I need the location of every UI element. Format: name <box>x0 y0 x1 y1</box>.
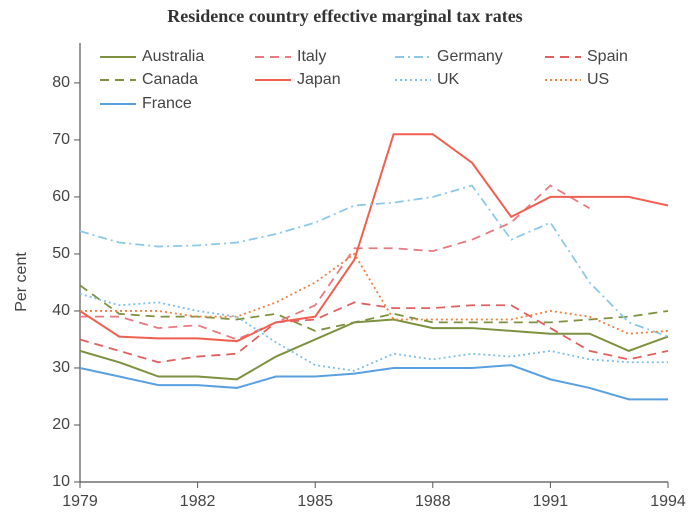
y-tick-label: 80 <box>52 74 70 91</box>
x-tick-label: 1988 <box>415 493 451 510</box>
legend-label: Germany <box>437 48 503 65</box>
legend-label: France <box>142 95 192 112</box>
series-line <box>79 318 669 381</box>
series-line <box>80 184 591 341</box>
y-axis-label: Per cent <box>13 252 30 312</box>
x-tick-label: 1982 <box>180 493 216 510</box>
chart-title: Residence country effective marginal tax… <box>167 6 522 26</box>
x-tick-label: 1985 <box>297 493 333 510</box>
series-line <box>79 133 669 343</box>
y-tick-label: 40 <box>52 302 70 319</box>
series-line <box>79 284 669 332</box>
legend-label: US <box>587 71 609 88</box>
y-tick-label: 30 <box>52 359 70 376</box>
series-line <box>79 364 668 401</box>
series-line <box>79 301 669 364</box>
y-tick-label: 20 <box>52 416 70 433</box>
legend-label: Spain <box>587 48 628 65</box>
y-tick-label: 60 <box>52 188 70 205</box>
series-line <box>80 252 669 335</box>
y-tick-label: 70 <box>52 131 70 148</box>
series-line <box>79 184 669 338</box>
legend-label: UK <box>437 71 460 88</box>
x-tick-label: 1994 <box>650 493 686 510</box>
x-tick-label: 1991 <box>533 493 569 510</box>
legend-label: Canada <box>142 71 198 88</box>
legend-label: Australia <box>142 48 204 65</box>
x-tick-label: 1979 <box>62 493 98 510</box>
y-tick-label: 50 <box>52 245 70 262</box>
series-line <box>79 292 668 372</box>
legend-label: Italy <box>297 48 326 65</box>
legend-label: Japan <box>297 71 341 88</box>
y-tick-label: 10 <box>52 473 70 490</box>
